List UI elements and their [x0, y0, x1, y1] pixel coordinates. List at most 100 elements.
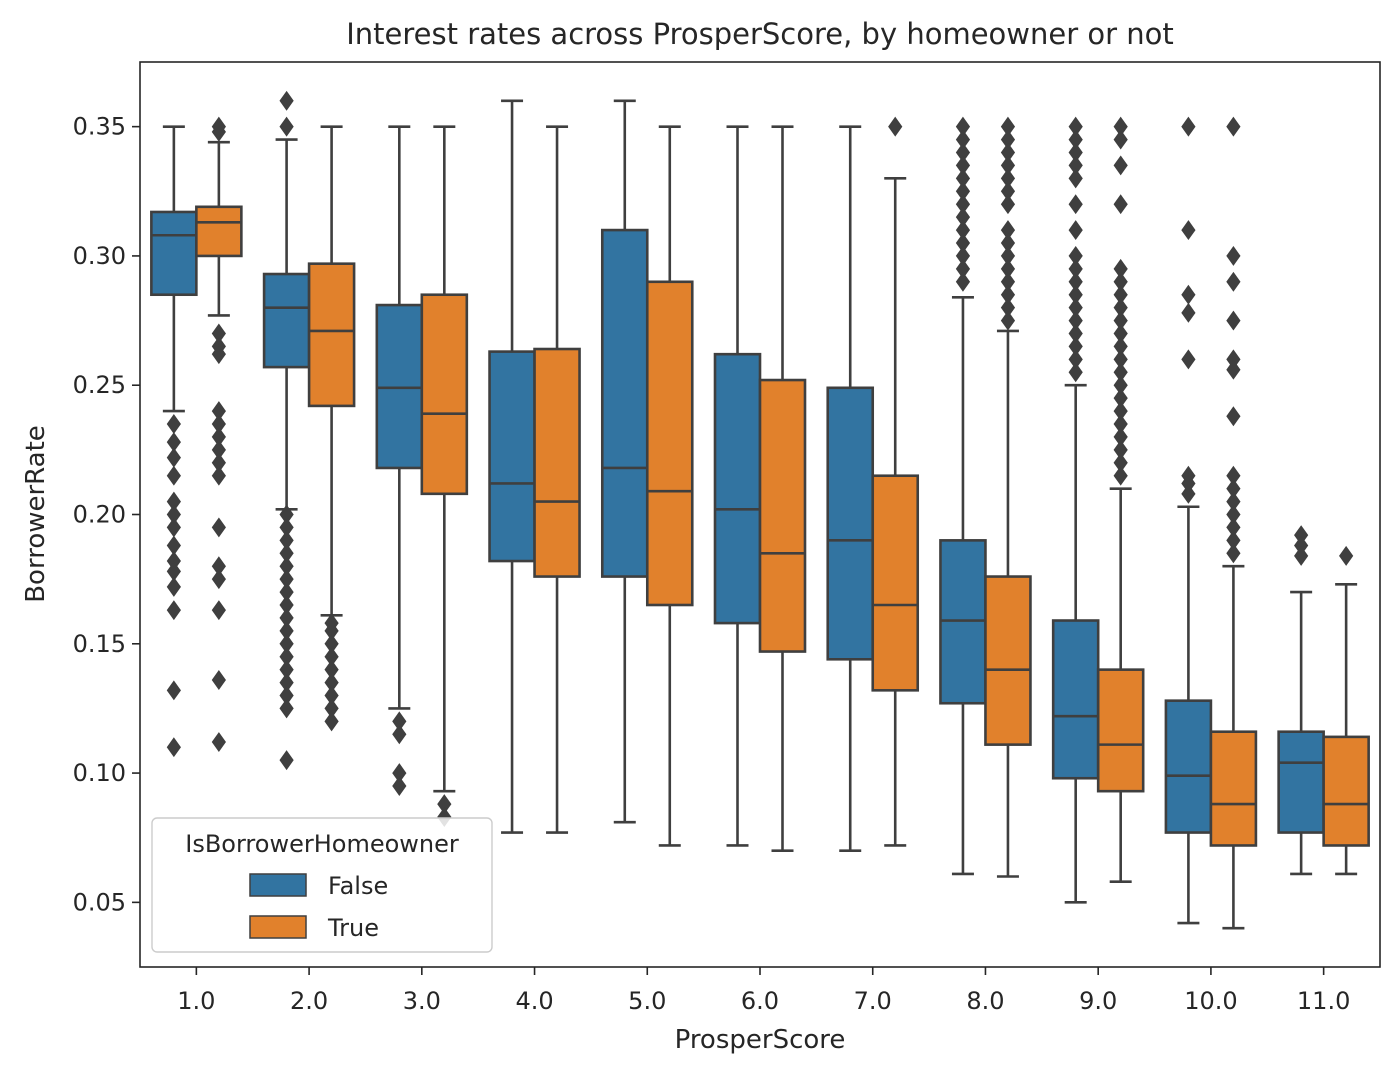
box-iqr	[488, 350, 536, 563]
x-axis-label: ProsperScore	[675, 1025, 846, 1055]
x-axis: 1.0 2.0 3.0 4.0 5.0 6.0 7.0 8.0 9.0 10.0 11.0	[177, 967, 1350, 1015]
box-iqr	[307, 262, 356, 408]
outlier-point	[166, 576, 181, 597]
outlier-point	[211, 517, 226, 538]
box-false-5	[713, 125, 762, 847]
box-true-1	[307, 125, 356, 732]
legend-title: IsBorrowerHomeowner	[185, 830, 459, 858]
outlier-point	[166, 600, 181, 621]
x-tick-label: 5.0	[628, 987, 666, 1015]
box-false-2	[375, 125, 424, 796]
outlier-point	[211, 465, 226, 486]
y-tick-label: 0.20	[73, 501, 126, 529]
y-tick-label: 0.25	[73, 371, 126, 399]
outlier-point	[1113, 129, 1128, 150]
box-iqr	[1051, 619, 1100, 780]
box-true-5	[758, 125, 807, 852]
legend-label-true: True	[327, 914, 379, 942]
box-true-6	[871, 116, 920, 847]
outlier-point	[888, 116, 903, 137]
outlier-point	[1000, 310, 1016, 331]
outlier-point	[1226, 359, 1241, 380]
outlier-point	[1226, 245, 1241, 266]
outlier-point	[211, 600, 226, 621]
outlier-point	[211, 670, 226, 690]
box-iqr	[984, 575, 1032, 746]
outlier-point	[1181, 220, 1196, 241]
x-tick-label: 11.0	[1297, 987, 1350, 1015]
box-false-6	[826, 125, 875, 852]
outlier-point	[166, 517, 181, 538]
outlier-point	[279, 750, 294, 771]
box-true-8	[1096, 116, 1145, 883]
box-iqr	[1277, 730, 1325, 834]
x-tick-label: 8.0	[966, 987, 1004, 1015]
outlier-point	[1181, 483, 1196, 504]
legend-swatch-false	[249, 873, 307, 897]
y-axis-label: BorrowerRate	[21, 425, 51, 603]
legend-frame	[151, 817, 493, 953]
box-iqr	[1164, 699, 1213, 834]
box-iqr	[826, 386, 875, 661]
outlier-point	[1068, 168, 1083, 189]
y-tick-label: 0.15	[73, 630, 126, 658]
box-false-4	[600, 99, 649, 824]
x-tick-label: 2.0	[290, 987, 328, 1015]
outlier-point	[1068, 220, 1083, 241]
box-iqr	[262, 272, 311, 369]
box-false-0	[150, 125, 198, 758]
box-false-10	[1277, 525, 1325, 876]
outlier-point	[1000, 194, 1016, 215]
outlier-point	[392, 776, 407, 796]
box-iqr	[1322, 735, 1370, 847]
y-tick-label: 0.30	[73, 242, 126, 270]
box-true-10	[1322, 545, 1370, 876]
x-tick-label: 10.0	[1184, 987, 1237, 1015]
box-iqr	[195, 205, 243, 258]
box-iqr	[1096, 668, 1145, 793]
outlier-point	[211, 344, 226, 365]
outlier-point	[392, 724, 407, 745]
box-iqr	[871, 474, 920, 692]
box-iqr	[713, 352, 762, 625]
box-iqr	[533, 347, 581, 578]
outlier-point	[324, 711, 339, 732]
outlier-point	[1068, 362, 1083, 383]
box-false-7	[939, 116, 987, 876]
outlier-point	[279, 698, 294, 719]
box-iqr	[1209, 730, 1258, 847]
outlier-point	[166, 680, 181, 701]
box-iqr	[420, 293, 469, 496]
outlier-point	[1339, 545, 1354, 566]
outlier-point	[166, 447, 181, 468]
chart-title: Interest rates across ProsperScore, by h…	[346, 17, 1174, 51]
y-axis: 0.05 0.10 0.15 0.20 0.25 0.30 0.35	[73, 113, 140, 916]
box-true-7	[984, 116, 1032, 878]
legend-label-false: False	[328, 872, 388, 900]
outlier-point	[1181, 349, 1196, 370]
y-tick-label: 0.10	[73, 759, 126, 787]
x-tick-label: 6.0	[741, 987, 779, 1015]
x-tick-label: 4.0	[515, 987, 553, 1015]
box-iqr	[600, 228, 649, 578]
box-true-2	[420, 125, 469, 827]
outlier-point	[1113, 194, 1128, 215]
outlier-point	[1294, 545, 1309, 566]
box-true-0	[195, 116, 243, 753]
outlier-point	[1113, 465, 1128, 486]
x-tick-label: 9.0	[1079, 987, 1117, 1015]
outlier-point	[211, 569, 226, 590]
outlier-point	[166, 465, 181, 486]
legend: IsBorrowerHomeowner False True	[151, 817, 493, 953]
box-false-9	[1164, 116, 1213, 925]
y-tick-label: 0.05	[73, 888, 126, 916]
outlier-point	[1181, 284, 1196, 305]
x-tick-label: 7.0	[854, 987, 892, 1015]
outlier-point	[211, 121, 226, 142]
box-true-4	[645, 125, 694, 847]
box-false-1	[262, 90, 311, 771]
outlier-point	[1226, 543, 1241, 564]
legend-swatch-true	[249, 915, 307, 939]
outlier-point	[279, 90, 294, 111]
